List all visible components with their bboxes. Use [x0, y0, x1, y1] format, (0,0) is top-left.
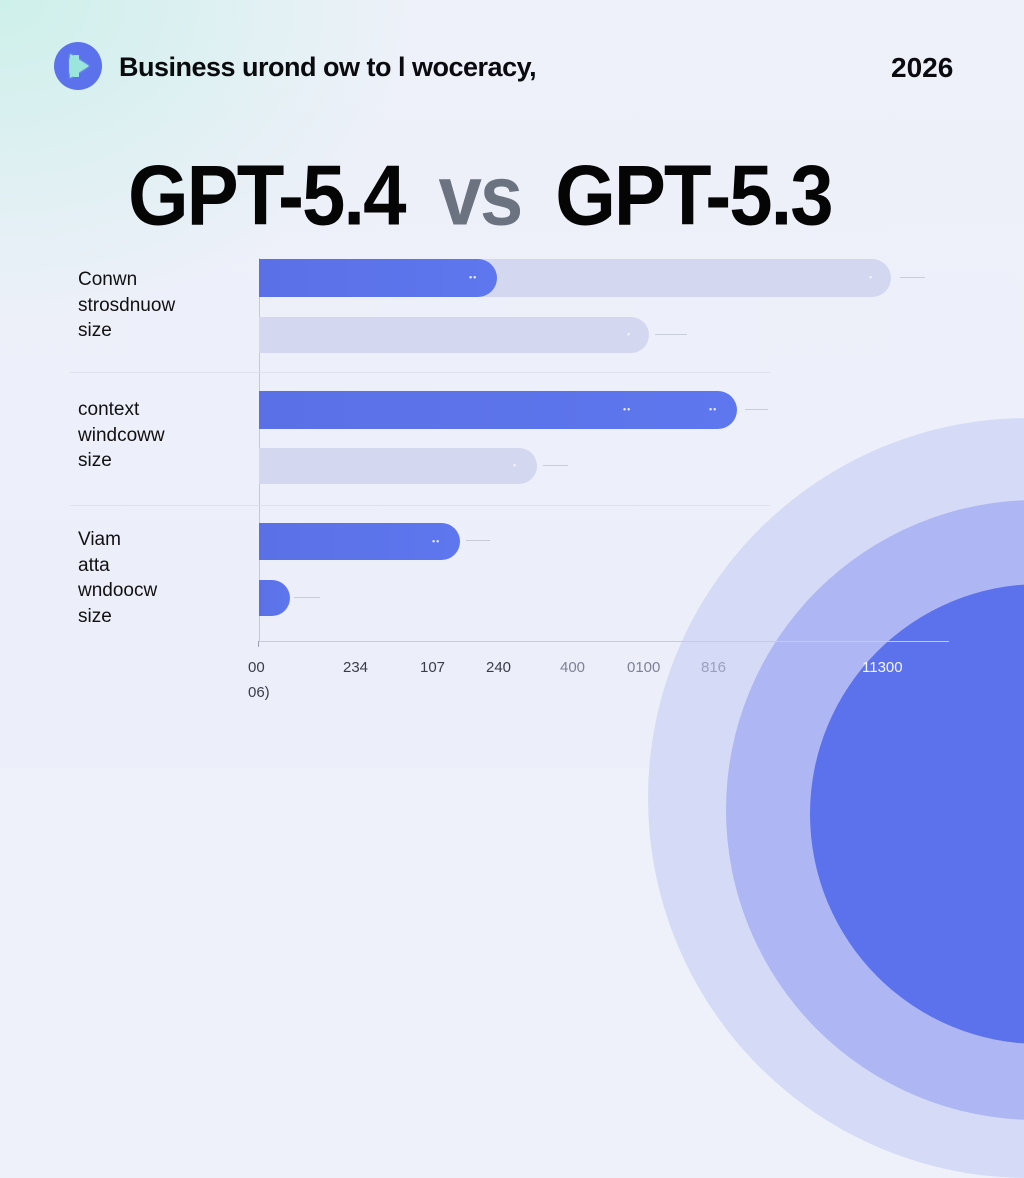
leader-line [655, 334, 687, 335]
group-label-3: Viam atta wndoocw size [78, 529, 158, 627]
x-axis-origin-tick [258, 641, 259, 647]
leader-line [900, 277, 925, 278]
group-label-1: Conwn strosdnuow size [78, 269, 176, 341]
group-separator [70, 372, 770, 373]
x-tick-sublabel: 06) [248, 684, 270, 701]
year-label: 2026 [891, 52, 954, 83]
x-tick-label: 00 [248, 659, 265, 676]
leader-line [543, 465, 568, 466]
play-circle-icon [54, 42, 102, 90]
page-title: GPT-5.4 vs GPT-5.3 [128, 140, 834, 250]
group-label-2: context windcoww size [78, 399, 165, 471]
bar-value-marker: •• [709, 404, 718, 415]
x-tick-label: 240 [486, 659, 512, 676]
bar-value-marker: •• [469, 272, 478, 283]
bar-gpt-5-3-group-2[interactable]: • [259, 448, 537, 484]
x-tick-label: 400 [560, 659, 586, 676]
bar-value-marker: • [627, 329, 632, 340]
leader-line [466, 540, 490, 541]
bar-gpt-5-4-group-1[interactable]: •• [259, 259, 497, 297]
brand-title: Business urond ow to l woceracy, [119, 52, 537, 82]
bar-gpt-5-3-group-3[interactable] [259, 580, 290, 616]
model-b-title: GPT-5.3 [555, 146, 833, 244]
bar-gpt-5-4-group-2[interactable]: •• •• [259, 391, 737, 429]
x-tick-label: 11300 [862, 659, 903, 676]
vs-label: vs [438, 146, 523, 244]
x-tick-label: 107 [420, 659, 446, 676]
bar-gpt-5-4-group-3[interactable]: •• [259, 523, 460, 560]
leader-line [294, 597, 320, 598]
x-tick-label: 816 [701, 659, 727, 676]
group-separator [70, 505, 770, 506]
bar-gpt-5-3-group-1[interactable]: • [259, 317, 649, 353]
model-a-title: GPT-5.4 [128, 146, 406, 244]
bar-value-marker: • [513, 460, 518, 471]
x-tick-label: 234 [343, 659, 369, 676]
x-axis-line [259, 641, 949, 642]
x-tick-label: 0100 [627, 659, 661, 676]
bar-value-marker: •• [623, 404, 632, 415]
leader-line [745, 409, 768, 410]
bar-value-marker: •• [432, 536, 441, 546]
bar-value-marker: • [869, 272, 874, 283]
